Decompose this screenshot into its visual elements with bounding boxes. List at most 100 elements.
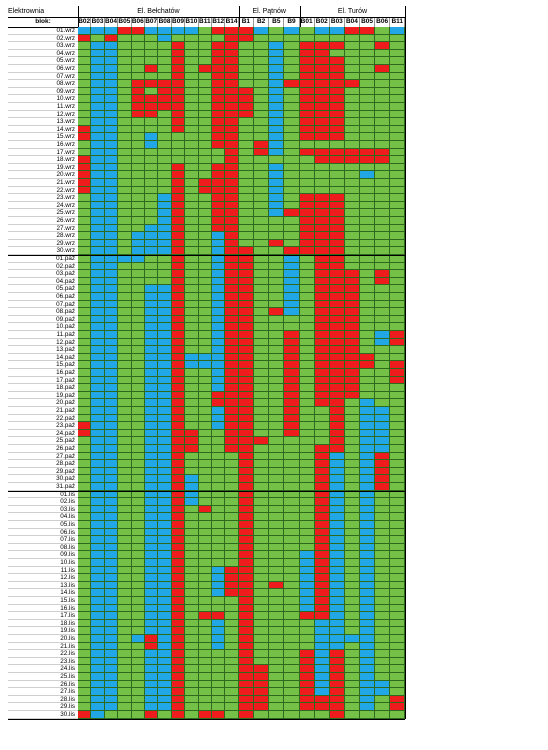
status-cell	[360, 179, 376, 187]
status-cell	[360, 209, 376, 217]
status-cell	[131, 27, 145, 35]
status-cell	[284, 521, 300, 529]
status-cell	[171, 110, 186, 119]
status-cell	[390, 262, 406, 271]
status-cell	[360, 34, 376, 43]
status-cell	[145, 711, 159, 719]
status-cell	[238, 369, 254, 377]
status-cell	[238, 429, 254, 438]
status-cell	[314, 34, 330, 43]
status-cell	[390, 72, 406, 81]
status-cell	[375, 369, 391, 377]
status-cell	[212, 133, 226, 141]
row-date-label: 07.lis	[8, 536, 78, 544]
status-cell	[238, 125, 254, 134]
status-cell	[158, 80, 172, 88]
status-cell	[284, 224, 300, 233]
status-cell	[118, 87, 132, 96]
status-cell	[91, 642, 105, 651]
status-cell	[254, 551, 270, 559]
status-cell	[375, 186, 391, 195]
status-cell	[254, 148, 270, 157]
status-cell	[185, 171, 199, 179]
status-cell	[225, 460, 239, 468]
status-cell	[212, 118, 226, 126]
status-cell	[225, 247, 239, 255]
status-cell	[158, 125, 172, 134]
status-cell	[185, 642, 199, 651]
status-cell	[269, 703, 285, 711]
status-cell	[254, 635, 270, 643]
status-cell	[284, 574, 300, 582]
status-cell	[171, 642, 186, 651]
status-cell	[171, 163, 186, 172]
status-cell	[198, 559, 212, 567]
status-cell	[118, 186, 132, 195]
status-cell	[91, 467, 105, 476]
status-cell	[238, 239, 254, 248]
status-cell	[299, 467, 315, 476]
status-cell	[344, 695, 360, 704]
status-cell	[158, 407, 172, 415]
status-cell	[78, 179, 92, 187]
row-date-label: 24.wrz	[8, 202, 78, 210]
status-cell	[329, 118, 345, 126]
status-cell	[360, 110, 376, 119]
status-cell	[118, 57, 132, 65]
status-cell	[269, 581, 285, 590]
row-date-label: 18.wrz	[8, 156, 78, 164]
status-cell	[314, 300, 330, 309]
status-cell	[360, 574, 376, 582]
status-cell	[375, 635, 391, 643]
status-cell	[131, 247, 145, 255]
status-cell	[145, 467, 159, 476]
status-cell	[314, 125, 330, 134]
status-cell	[269, 353, 285, 362]
status-cell	[91, 376, 105, 385]
status-cell	[360, 262, 376, 271]
status-cell	[91, 156, 105, 164]
status-cell	[118, 118, 132, 126]
status-cell	[131, 95, 145, 103]
status-cell	[145, 597, 159, 605]
status-cell	[360, 490, 376, 499]
status-cell	[269, 323, 285, 331]
status-cell	[284, 247, 300, 255]
status-cell	[158, 34, 172, 43]
status-cell	[238, 262, 254, 271]
status-cell	[185, 346, 199, 354]
status-cell	[299, 559, 315, 567]
status-cell	[329, 262, 345, 271]
status-cell	[329, 429, 345, 438]
status-cell	[375, 414, 391, 423]
status-cell	[238, 703, 254, 711]
status-cell	[104, 589, 119, 597]
status-cell	[198, 612, 212, 620]
status-cell	[375, 42, 391, 50]
status-cell	[131, 528, 145, 537]
row-date-label: 31.paź	[8, 483, 78, 491]
status-cell	[375, 72, 391, 81]
status-cell	[185, 141, 199, 149]
status-cell	[284, 42, 300, 50]
status-cell	[104, 566, 119, 575]
status-cell	[212, 536, 226, 544]
status-cell	[145, 657, 159, 666]
status-cell	[299, 429, 315, 438]
status-cell	[238, 589, 254, 597]
status-cell	[145, 65, 159, 73]
status-cell	[375, 141, 391, 149]
status-cell	[158, 27, 172, 35]
status-cell	[78, 467, 92, 476]
status-cell	[284, 72, 300, 81]
status-cell	[284, 338, 300, 347]
status-cell	[212, 338, 226, 347]
unit-header: B02	[78, 17, 92, 27]
status-cell	[299, 315, 315, 324]
status-cell	[198, 247, 212, 255]
status-cell	[238, 87, 254, 96]
status-cell	[225, 437, 239, 445]
status-cell	[299, 460, 315, 468]
row-date-label: 28.wrz	[8, 232, 78, 240]
status-cell	[158, 285, 172, 293]
